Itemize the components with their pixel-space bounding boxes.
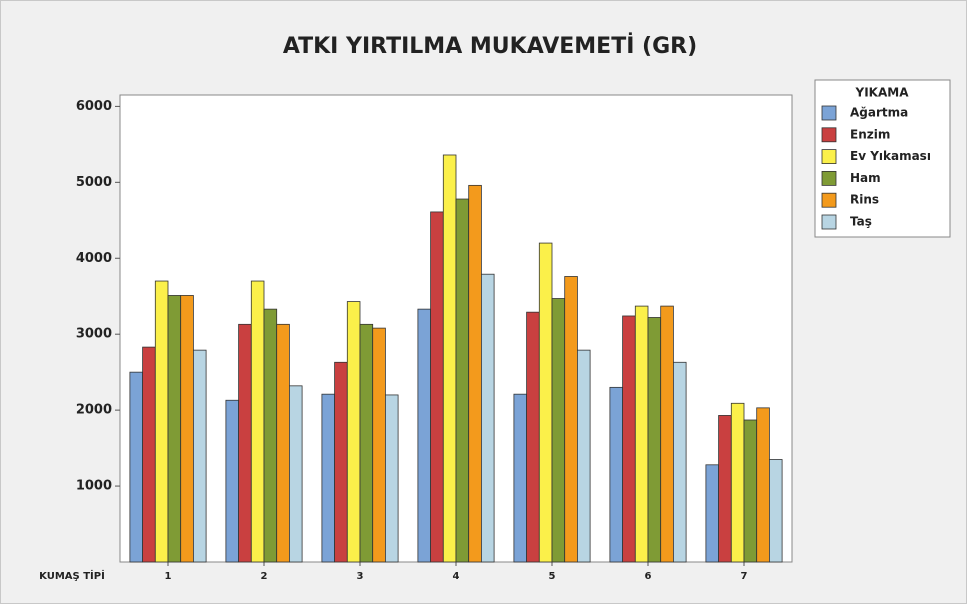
- bar: [263, 308, 278, 563]
- bar: [192, 349, 207, 563]
- x-tick-label: 5: [549, 571, 556, 582]
- legend-label: Rins: [850, 193, 879, 207]
- bar: [622, 315, 636, 563]
- bar: [142, 346, 156, 563]
- legend-label: Enzim: [850, 127, 890, 141]
- y-tick-label: 5000: [76, 175, 112, 190]
- bar: [551, 298, 566, 563]
- bar: [647, 317, 662, 563]
- bar: [167, 295, 182, 563]
- legend-swatch: [821, 170, 837, 186]
- bar: [660, 305, 674, 563]
- bar: [769, 459, 783, 563]
- bar: [673, 361, 687, 563]
- x-tick-label: 4: [453, 571, 460, 582]
- x-tick-label: 7: [741, 571, 748, 582]
- bar: [276, 323, 290, 563]
- legend-swatch: [821, 192, 837, 208]
- bar: [334, 361, 348, 563]
- bar: [288, 385, 303, 563]
- bar: [455, 198, 470, 563]
- bar: [372, 327, 386, 563]
- y-tick-label: 3000: [76, 327, 112, 342]
- bar: [634, 305, 649, 563]
- x-axis-label: KUMAŞ TİPİ: [39, 568, 105, 582]
- bar: [538, 242, 553, 563]
- x-tick-label: 6: [645, 571, 652, 582]
- y-tick-label: 4000: [76, 251, 112, 266]
- y-tick-label: 6000: [76, 99, 112, 114]
- bar: [430, 211, 444, 563]
- bar: [577, 349, 591, 563]
- bar: [480, 273, 495, 563]
- legend-label: Ham: [850, 171, 881, 185]
- bar: [417, 308, 431, 563]
- bar: [442, 154, 457, 563]
- bar: [743, 419, 758, 563]
- x-tick-label: 2: [261, 571, 268, 582]
- bar: [238, 323, 252, 563]
- legend-swatch: [821, 214, 837, 230]
- bar: [564, 276, 578, 563]
- legend-box: [814, 79, 951, 238]
- legend-swatch: [821, 105, 837, 121]
- legend-label: Ağartma: [850, 106, 908, 120]
- bar: [705, 464, 720, 563]
- legend-title: YIKAMA: [855, 86, 910, 100]
- bar: [225, 399, 239, 563]
- legend-label: Ev Yıkaması: [850, 149, 931, 163]
- bar: [250, 280, 265, 563]
- bar: [730, 402, 745, 563]
- bar: [468, 184, 482, 563]
- y-tick-label: 2000: [76, 403, 112, 418]
- bar: [526, 311, 540, 563]
- bar: [180, 295, 194, 563]
- bar: [154, 280, 169, 563]
- legend-label: Taş: [850, 215, 872, 229]
- bar: [609, 386, 624, 563]
- bar: [513, 393, 528, 563]
- y-tick-label: 1000: [76, 479, 112, 494]
- legend-swatch: [821, 127, 837, 143]
- bar: [321, 393, 335, 563]
- chart-title: ATKI YIRTILMA MUKAVEMETİ (GR): [283, 33, 697, 59]
- legend-swatch: [821, 149, 837, 165]
- bar: [346, 301, 361, 563]
- bar: [384, 394, 399, 563]
- x-tick-label: 3: [357, 571, 364, 582]
- bar: [718, 415, 732, 563]
- bar: [129, 371, 143, 563]
- x-tick-label: 1: [165, 571, 172, 582]
- bar: [359, 323, 374, 563]
- bar: [756, 407, 770, 563]
